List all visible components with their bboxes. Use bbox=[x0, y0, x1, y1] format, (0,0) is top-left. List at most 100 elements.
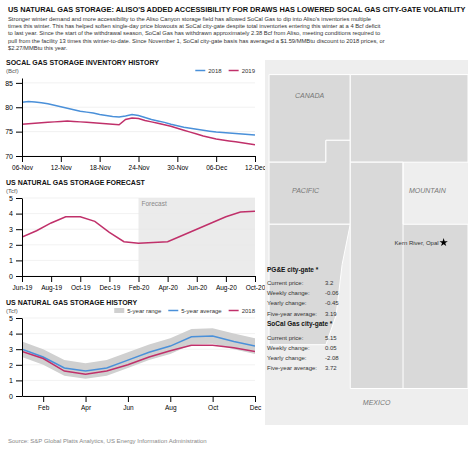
line bbox=[22, 211, 255, 243]
legend-label: 5-year range bbox=[127, 308, 162, 314]
legend: 20182019 bbox=[195, 68, 255, 74]
map-border bbox=[403, 162, 404, 388]
y-tick-label: 4 bbox=[9, 330, 13, 337]
x-tick: Dec-19 bbox=[99, 276, 120, 291]
price-row-value: 3.2 bbox=[325, 280, 334, 286]
line bbox=[22, 345, 255, 374]
x-tick-label: Oct-20 bbox=[246, 284, 266, 291]
x-tick-mark bbox=[109, 276, 110, 282]
grid-line bbox=[22, 229, 255, 230]
x-tick-mark bbox=[51, 276, 52, 282]
y-axis: 012345 bbox=[9, 195, 22, 280]
marker-label: Kern River, Opal bbox=[395, 240, 439, 246]
y-axis-label: (Tcf) bbox=[6, 308, 18, 314]
x-tick-label: 06-Dec bbox=[206, 164, 228, 171]
y-tick-mark bbox=[16, 132, 22, 133]
x-axis: 06-Nov12-Nov18-Nov24-Nov30-Nov06-Dec12-D… bbox=[12, 156, 267, 171]
range-area bbox=[22, 328, 255, 379]
price-box-title: SoCal Gas city-gate * bbox=[267, 320, 333, 328]
chart-title: US NATURAL GAS STORAGE HISTORY bbox=[6, 299, 137, 306]
x-tick-label: Oct-19 bbox=[71, 284, 91, 291]
x-tick-label: 30-Nov bbox=[167, 164, 189, 171]
grid-line bbox=[22, 260, 255, 261]
x-tick: Feb-20 bbox=[129, 276, 150, 291]
legend-entry: 5-year range bbox=[114, 308, 162, 314]
region-label: PACIFIC bbox=[292, 187, 320, 194]
x-tick-mark bbox=[170, 396, 171, 402]
legend-swatch bbox=[229, 70, 239, 72]
x-tick-mark bbox=[197, 276, 198, 282]
y-axis-line bbox=[22, 199, 23, 277]
price-row-value: 3.19 bbox=[325, 311, 337, 317]
line bbox=[22, 336, 255, 371]
x-tick-mark bbox=[22, 276, 23, 282]
y-tick: 80 bbox=[5, 104, 22, 111]
price-row-label: Yearly change: bbox=[267, 300, 307, 306]
chart: US NATURAL GAS STORAGE FORECAST(Tcf)0123… bbox=[6, 179, 266, 292]
x-tick-mark bbox=[216, 156, 217, 162]
legend-label: 2018 bbox=[242, 308, 256, 314]
x-tick-label: Feb bbox=[38, 404, 50, 411]
x-tick-label: Jun-19 bbox=[13, 284, 33, 291]
x-tick-label: Feb-20 bbox=[129, 284, 150, 291]
map-region bbox=[350, 75, 468, 163]
x-tick: 06-Nov bbox=[12, 156, 34, 171]
y-tick-mark bbox=[16, 276, 22, 277]
x-tick: Jun-19 bbox=[13, 276, 33, 291]
y-axis: 012345 bbox=[9, 315, 22, 400]
legend-entry: 5-year average bbox=[168, 308, 222, 314]
x-tick-mark bbox=[86, 396, 87, 402]
y-tick-mark bbox=[16, 334, 22, 335]
y-tick-mark bbox=[16, 229, 22, 230]
price-row-label: Current price: bbox=[267, 280, 304, 286]
y-tick-mark bbox=[16, 156, 22, 157]
legend-label: 5-year average bbox=[181, 308, 222, 314]
plot-background bbox=[139, 198, 256, 276]
y-axis-label: (Tcf) bbox=[6, 188, 18, 194]
grid-line bbox=[22, 82, 255, 83]
x-tick-label: 18-Nov bbox=[90, 164, 112, 171]
annotation: Forecast bbox=[142, 200, 167, 207]
x-tick: 12-Dec bbox=[245, 156, 267, 171]
price-row-label: Weekly change: bbox=[267, 290, 310, 296]
price-row-value: 3.72 bbox=[325, 365, 337, 371]
y-tick-mark bbox=[16, 83, 22, 84]
legend-entry: 2018 bbox=[229, 308, 256, 314]
x-axis: FebAprJunAugOctDec bbox=[23, 396, 263, 412]
y-tick: 0 bbox=[9, 273, 22, 280]
grid-line bbox=[22, 244, 255, 245]
x-tick: Apr-20 bbox=[158, 276, 178, 292]
y-tick-mark bbox=[16, 349, 22, 350]
x-axis: Jun-19Aug-19Oct-19Dec-19Feb-20Apr-20Jun-… bbox=[13, 276, 266, 292]
x-tick-label: Aug-20 bbox=[216, 284, 237, 292]
chart: SOCAL GAS STORAGE INVENTORY HISTORY(Bcf)… bbox=[5, 59, 267, 171]
y-tick-mark bbox=[16, 214, 22, 215]
x-axis-line bbox=[23, 396, 256, 397]
y-tick-mark bbox=[16, 318, 22, 319]
y-axis-label: (Bcf) bbox=[6, 68, 19, 74]
x-tick: Apr bbox=[81, 396, 92, 412]
legend-label: 2019 bbox=[242, 68, 256, 74]
chart: US NATURAL GAS STORAGE HISTORY (Tcf)01234… bbox=[6, 299, 262, 412]
x-tick-mark bbox=[255, 276, 256, 282]
plot-marks bbox=[22, 211, 255, 243]
y-axis-line bbox=[22, 319, 23, 397]
y-tick-mark bbox=[16, 396, 22, 397]
price-row-value: -0.06 bbox=[325, 290, 339, 296]
plot-marks bbox=[22, 101, 255, 144]
x-tick-label: Jun bbox=[123, 404, 134, 411]
map-background bbox=[265, 60, 468, 425]
title: US NATURAL GAS STORAGE: ALISO'S ADDED AC… bbox=[8, 5, 466, 14]
x-tick-mark bbox=[80, 276, 81, 282]
y-tick-label: 1 bbox=[9, 377, 13, 384]
y-tick-label: 2 bbox=[9, 242, 13, 249]
x-tick-label: Aug bbox=[165, 404, 177, 412]
grid-line bbox=[22, 318, 255, 319]
x-tick: 30-Nov bbox=[167, 156, 189, 171]
price-row-label: Yearly change: bbox=[267, 355, 307, 361]
subtitle: to last year. Since the start of the wit… bbox=[8, 30, 380, 36]
grid-line bbox=[22, 213, 255, 214]
x-tick: Aug bbox=[165, 396, 177, 412]
y-tick: 1 bbox=[9, 377, 22, 384]
y-tick-label: 75 bbox=[5, 128, 13, 135]
